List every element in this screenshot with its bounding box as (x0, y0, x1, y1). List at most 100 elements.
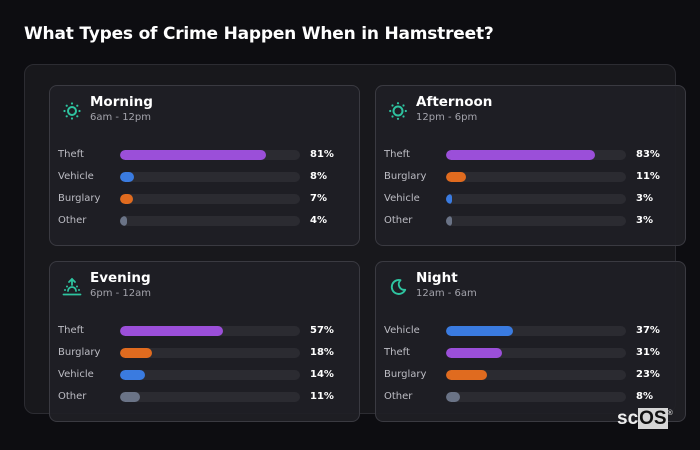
bar-track (446, 370, 626, 380)
card-night: Night 12am - 6am Vehicle 37% Theft 31% B… (375, 261, 686, 422)
bar-row: Burglary 11% (384, 170, 674, 184)
bar-row: Other 3% (384, 214, 674, 228)
bar-value: 4% (310, 215, 327, 226)
bar-fill (446, 172, 466, 182)
bar-row: Vehicle 37% (384, 324, 674, 338)
bar-track (120, 370, 300, 380)
bar-value: 3% (636, 215, 653, 226)
bar-fill (446, 370, 488, 380)
bar-row: Theft 81% (58, 148, 348, 162)
bar-row: Vehicle 3% (384, 192, 674, 206)
bar-row: Other 11% (58, 390, 348, 404)
card-title: Morning (90, 94, 153, 110)
bar-fill (446, 150, 596, 160)
bar-row: Other 4% (58, 214, 348, 228)
card-subtitle: 12pm - 6pm (416, 112, 478, 123)
bar-track (120, 216, 300, 226)
page-title: What Types of Crime Happen When in Hamst… (24, 24, 494, 44)
bar-track (446, 392, 626, 402)
bar-value: 8% (310, 171, 327, 182)
bar-track (446, 348, 626, 358)
bar-row: Vehicle 14% (58, 368, 348, 382)
card-subtitle: 6pm - 12am (90, 288, 152, 299)
bar-label: Theft (58, 325, 84, 336)
bar-row: Vehicle 8% (58, 170, 348, 184)
bar-label: Burglary (384, 369, 427, 380)
bar-value: 23% (636, 369, 660, 380)
card-title: Afternoon (416, 94, 493, 110)
bar-fill (120, 348, 153, 358)
bar-label: Vehicle (58, 171, 94, 182)
bar-value: 14% (310, 369, 334, 380)
bar-label: Vehicle (58, 369, 94, 380)
bar-value: 7% (310, 193, 327, 204)
bar-track (446, 150, 626, 160)
bar-row: Burglary 7% (58, 192, 348, 206)
bar-fill (120, 392, 140, 402)
bar-value: 8% (636, 391, 653, 402)
bar-row: Burglary 18% (58, 346, 348, 360)
bar-fill (120, 216, 128, 226)
bar-track (120, 172, 300, 182)
bar-value: 3% (636, 193, 653, 204)
bar-fill (120, 326, 223, 336)
moon-icon (390, 279, 407, 295)
bar-fill (446, 348, 502, 358)
card-afternoon: Afternoon 12pm - 6pm Theft 83% Burglary … (375, 85, 686, 246)
bar-label: Burglary (58, 347, 101, 358)
bar-row: Theft 83% (384, 148, 674, 162)
bar-fill (446, 326, 513, 336)
bar-track (446, 194, 626, 204)
logo-text-b: OS (638, 408, 668, 429)
card-title: Night (416, 270, 458, 286)
bar-value: 18% (310, 347, 334, 358)
bar-track (120, 392, 300, 402)
bar-label: Other (384, 215, 413, 226)
bar-value: 11% (310, 391, 334, 402)
bar-row: Theft 57% (58, 324, 348, 338)
bar-label: Other (58, 215, 87, 226)
bar-track (120, 194, 300, 204)
card-title: Evening (90, 270, 151, 286)
registered-mark: ® (667, 410, 673, 417)
bar-fill (120, 172, 135, 182)
sun-icon (389, 102, 407, 120)
bar-row: Burglary 23% (384, 368, 674, 382)
bar-value: 81% (310, 149, 334, 160)
bar-label: Other (384, 391, 413, 402)
bar-track (446, 216, 626, 226)
bar-track (120, 150, 300, 160)
bar-fill (446, 194, 452, 204)
bar-value: 11% (636, 171, 660, 182)
bar-track (120, 326, 300, 336)
bar-track (446, 172, 626, 182)
bar-label: Other (58, 391, 87, 402)
sun-icon (63, 102, 81, 120)
bar-fill (120, 370, 146, 380)
bar-fill (446, 216, 452, 226)
sunset-icon (62, 277, 82, 296)
card-subtitle: 6am - 12pm (90, 112, 152, 123)
bar-value: 83% (636, 149, 660, 160)
bar-fill (120, 150, 266, 160)
card-evening: Evening 6pm - 12am Theft 57% Burglary 18… (49, 261, 360, 422)
bar-value: 37% (636, 325, 660, 336)
bar-label: Theft (384, 347, 410, 358)
bar-label: Burglary (384, 171, 427, 182)
bar-fill (446, 392, 461, 402)
logo-text-a: sc (617, 408, 639, 429)
bar-track (446, 326, 626, 336)
bar-row: Other 8% (384, 390, 674, 404)
bar-value: 57% (310, 325, 334, 336)
bar-label: Theft (384, 149, 410, 160)
bar-label: Theft (58, 149, 84, 160)
bar-fill (120, 194, 133, 204)
bar-row: Theft 31% (384, 346, 674, 360)
bar-track (120, 348, 300, 358)
card-subtitle: 12am - 6am (416, 288, 477, 299)
bar-label: Vehicle (384, 193, 420, 204)
bar-label: Burglary (58, 193, 101, 204)
scos-logo: scOS® (617, 408, 673, 430)
bar-value: 31% (636, 347, 660, 358)
card-morning: Morning 6am - 12pm Theft 81% Vehicle 8% … (49, 85, 360, 246)
